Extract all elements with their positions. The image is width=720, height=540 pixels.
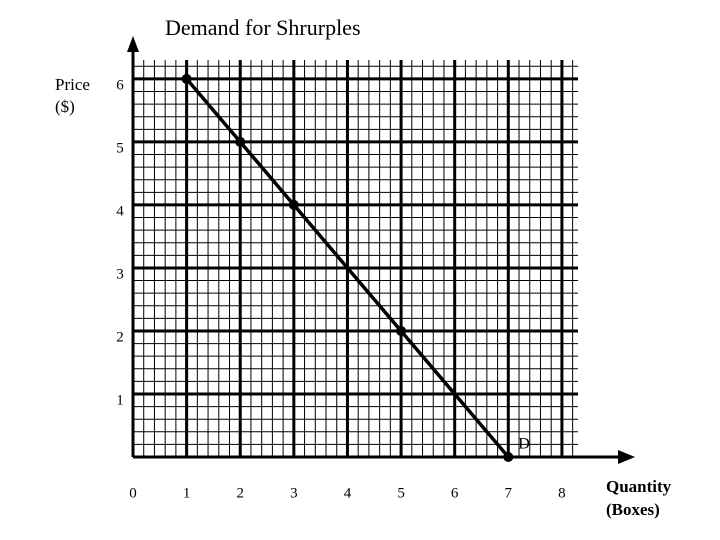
x-tick-label: 7 [505,485,513,501]
y-tick-label: 3 [116,266,124,282]
x-tick-label: 3 [290,485,298,501]
data-point [235,136,246,147]
x-tick-label: 2 [236,485,244,501]
data-point [503,452,514,462]
y-tick-label: 6 [116,77,124,93]
y-tick-label: 1 [116,392,124,408]
series-label: D [518,436,530,453]
chart-title: Demand for Shrurples [165,15,361,40]
x-tick-label: 1 [183,485,191,501]
x-axis-label: (Boxes) [606,500,660,519]
x-tick-label: 4 [344,485,352,501]
y-axis-label: ($) [55,97,75,116]
y-tick-label: 2 [116,329,124,345]
x-axis-arrow [618,450,635,464]
x-tick-label: 8 [558,485,566,501]
y-tick-label: 5 [116,140,124,156]
y-tick-label: 4 [116,203,124,219]
data-point [288,199,299,210]
data-point [396,325,407,336]
y-axis-label: Price [55,75,90,94]
x-axis-label: Quantity [606,477,672,496]
data-point [181,73,192,84]
x-tick-label: 6 [451,485,459,501]
y-axis-arrow [127,36,139,52]
x-tick-label: 5 [397,485,405,501]
x-tick-label: 0 [129,485,137,501]
